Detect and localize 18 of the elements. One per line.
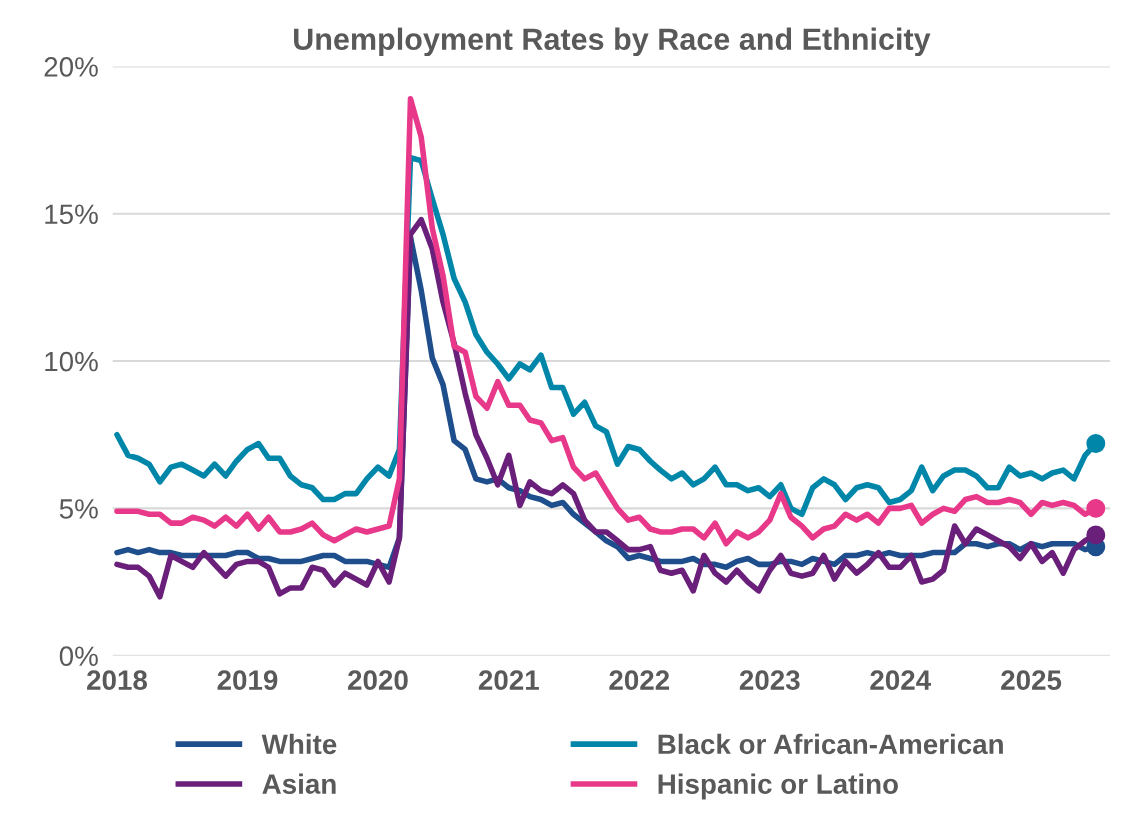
legend-label: White: [261, 733, 337, 755]
x-tick-label: 2024: [870, 670, 931, 690]
x-tick-label: 2022: [609, 670, 670, 690]
x-tick-label: 2025: [1001, 670, 1062, 690]
y-tick-label: 15%: [45, 204, 98, 225]
x-tick-label: 2018: [87, 670, 148, 690]
y-tick-label: 5%: [59, 499, 98, 519]
y-tick-label: 20%: [44, 57, 98, 77]
x-tick-label: 2019: [217, 670, 278, 690]
chart-title: Unemployment Rates by Race and Ethnicity: [294, 27, 931, 57]
x-tick-label: 2023: [739, 670, 800, 691]
x-tick-label: 2021: [478, 670, 539, 690]
x-tick-label: 2020: [348, 670, 408, 690]
legend-label: Hispanic or Latino: [658, 773, 898, 800]
y-tick-label: 10%: [45, 351, 98, 372]
legend-label: Black or African-American: [658, 733, 1003, 755]
legend-label: Asian: [262, 773, 336, 794]
y-tick-label: 0%: [59, 646, 98, 667]
